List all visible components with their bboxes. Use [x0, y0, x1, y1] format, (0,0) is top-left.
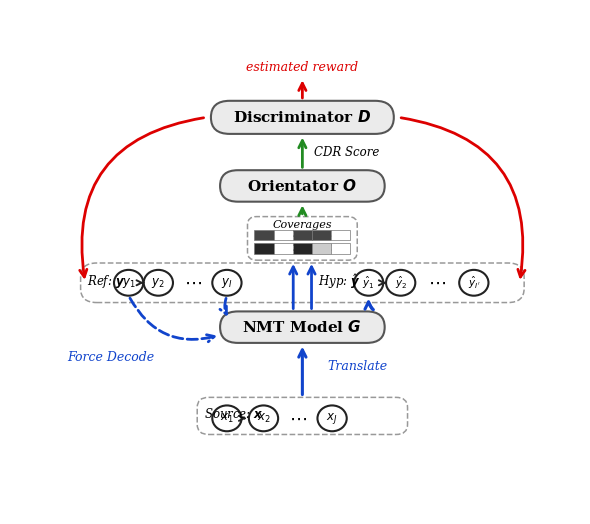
- Text: Hyp: $\hat{\boldsymbol{y}}$: Hyp: $\hat{\boldsymbol{y}}$: [319, 271, 360, 291]
- Text: estimated reward: estimated reward: [246, 61, 359, 74]
- Text: Orientator $\boldsymbol{O}$: Orientator $\boldsymbol{O}$: [247, 178, 358, 194]
- Text: $\cdots$: $\cdots$: [183, 274, 202, 292]
- Text: $y_2$: $y_2$: [152, 276, 165, 290]
- Text: Discriminator $\boldsymbol{D}$: Discriminator $\boldsymbol{D}$: [233, 110, 372, 125]
- Text: $x_J$: $x_J$: [326, 411, 338, 426]
- Text: Ref: $\boldsymbol{y}$: Ref: $\boldsymbol{y}$: [87, 272, 126, 290]
- Circle shape: [249, 406, 278, 431]
- Text: $\hat{y}_2$: $\hat{y}_2$: [395, 275, 407, 291]
- Bar: [254, 230, 274, 240]
- Text: $\hat{y}_1$: $\hat{y}_1$: [362, 275, 375, 291]
- Text: Source: $\boldsymbol{x}$: Source: $\boldsymbol{x}$: [204, 407, 264, 421]
- Text: $x_2$: $x_2$: [257, 412, 270, 425]
- Text: Coverages: Coverages: [273, 220, 332, 230]
- FancyBboxPatch shape: [220, 170, 385, 202]
- Text: $\cdots$: $\cdots$: [428, 274, 446, 292]
- Circle shape: [212, 270, 241, 296]
- Text: Force Decode: Force Decode: [67, 352, 154, 364]
- Bar: [312, 230, 331, 240]
- Text: $\cdots$: $\cdots$: [289, 409, 307, 428]
- Bar: [293, 243, 312, 254]
- Circle shape: [212, 406, 241, 431]
- Bar: [274, 243, 293, 254]
- Text: $y_I$: $y_I$: [221, 276, 232, 290]
- Bar: [331, 243, 350, 254]
- Circle shape: [317, 406, 347, 431]
- Text: $x_1$: $x_1$: [220, 412, 234, 425]
- Circle shape: [459, 270, 489, 296]
- Text: Translate: Translate: [327, 359, 388, 373]
- Circle shape: [114, 270, 143, 296]
- Bar: [293, 230, 312, 240]
- Bar: [331, 230, 350, 240]
- Bar: [274, 230, 293, 240]
- Circle shape: [144, 270, 173, 296]
- Text: $y_1$: $y_1$: [122, 276, 136, 290]
- Circle shape: [354, 270, 384, 296]
- Text: CDR Score: CDR Score: [314, 146, 379, 159]
- Bar: [312, 243, 331, 254]
- Text: NMT Model $\boldsymbol{G}$: NMT Model $\boldsymbol{G}$: [242, 319, 362, 335]
- FancyBboxPatch shape: [211, 101, 394, 134]
- Circle shape: [386, 270, 415, 296]
- Bar: [254, 243, 274, 254]
- FancyBboxPatch shape: [220, 311, 385, 343]
- Text: $\hat{y}_{I^{\prime}}$: $\hat{y}_{I^{\prime}}$: [468, 275, 480, 291]
